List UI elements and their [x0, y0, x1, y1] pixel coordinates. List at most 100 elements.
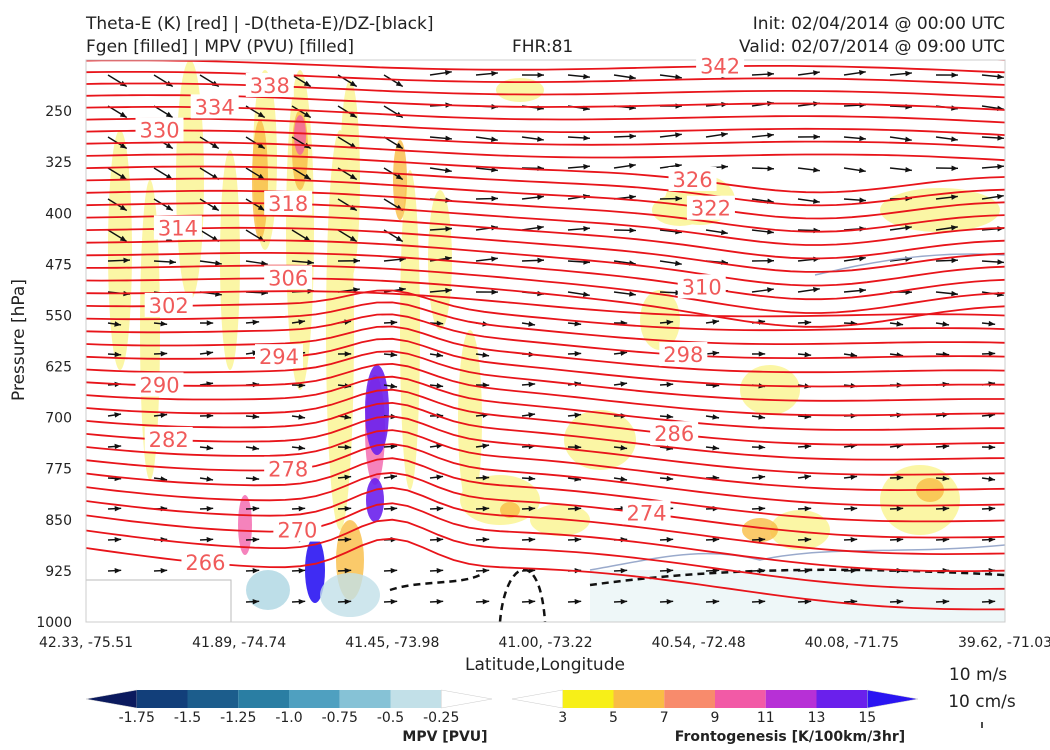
wind-vector-head: [804, 536, 812, 543]
dashed-contour: [389, 573, 481, 592]
wind-vector-head: [859, 287, 866, 294]
theta-e-contour-line: [86, 375, 1005, 431]
wind-vector-head: [344, 474, 352, 480]
wind-vector-head: [482, 505, 490, 512]
wind-vector-head: [482, 567, 490, 574]
wind-vector-head: [858, 70, 866, 76]
wind-vector-head: [390, 567, 398, 574]
wind-vector-head: [165, 111, 173, 118]
wind-vector-head: [436, 383, 444, 389]
wind-vector-head: [114, 505, 122, 512]
contour-label-background: [153, 215, 202, 240]
wind-vector-head: [252, 319, 260, 326]
colorbar-tick-label: -1.25: [220, 710, 256, 726]
wind-vector-head: [712, 319, 720, 325]
wind-vector-head: [252, 598, 260, 605]
theta-e-contour-line: [86, 141, 1005, 162]
wind-vector-head: [951, 194, 958, 200]
colorbar-tick-label: 13: [808, 710, 826, 726]
wind-vector-head: [620, 598, 628, 605]
wind-vector-head: [491, 195, 498, 202]
colorbar-tick-label: 9: [711, 710, 720, 726]
y-tick-label: 325: [45, 155, 72, 171]
wind-vector-head: [804, 505, 812, 512]
wind-vector-head: [119, 142, 127, 149]
wind-vector-head: [528, 381, 536, 388]
theta-e-contour-line: [86, 37, 1005, 47]
wind-vector-head: [445, 287, 452, 294]
colorbar-cell: [562, 690, 614, 708]
wind-vector-head: [390, 443, 398, 450]
wind-vector-head: [436, 505, 444, 512]
wind-vector-head: [119, 204, 127, 211]
theta-e-contour-line: [86, 401, 1005, 461]
wind-vector-head: [988, 476, 996, 482]
field-blob: [320, 573, 380, 617]
wind-vector-head: [444, 70, 452, 76]
y-tick-label: 625: [45, 360, 72, 376]
wind-vector-head: [114, 321, 122, 327]
theta-e-contour-line: [86, 82, 1005, 99]
y-tick-label: 475: [45, 257, 72, 273]
wind-vector-head: [988, 505, 996, 512]
wind-vector-head: [666, 536, 674, 543]
dashed-contour: [498, 568, 547, 622]
wind-vector-head: [813, 134, 820, 140]
wind-vector-head: [169, 259, 176, 265]
wind-vector-head: [114, 412, 122, 418]
wind-vector-head: [758, 505, 766, 512]
wind-vector-head: [675, 132, 682, 138]
contour-label-background: [254, 344, 303, 369]
theta-e-contour-line: [86, 443, 1005, 507]
colorbar-cell: [238, 690, 289, 708]
y-tick-label: 550: [45, 308, 72, 324]
colorbar-cell: [289, 690, 340, 708]
wind-vector-head: [123, 257, 130, 264]
wind-vector-head: [712, 414, 720, 420]
wind-vector-head: [813, 167, 820, 173]
wind-vector-head: [257, 173, 265, 180]
wind-vector-head: [390, 505, 398, 512]
wind-vector-head: [298, 598, 306, 605]
wind-vector-head: [951, 72, 958, 78]
contour-label-background: [686, 195, 735, 220]
wind-vector-head: [859, 135, 866, 142]
wind-vector-head: [988, 350, 996, 357]
wind-vector-head: [767, 287, 774, 293]
wind-vector-head: [896, 598, 904, 605]
wind-vector-head: [620, 381, 628, 387]
contour-label-background: [264, 456, 313, 481]
wind-vector-head: [395, 142, 403, 149]
plot-frame: [85, 59, 1006, 623]
wind-vector-head: [721, 164, 728, 170]
wind-vector-head: [257, 142, 265, 149]
theta-e-contour-line: [86, 289, 1005, 332]
x-axis-label: Latitude,Longitude: [465, 655, 625, 675]
wind-vector-head: [528, 412, 536, 418]
wind-vector-head: [528, 598, 536, 605]
wind-vector-head: [390, 319, 398, 326]
contour-label-background: [190, 94, 239, 119]
wind-vector-head: [666, 475, 674, 482]
wind-vector-head: [858, 255, 866, 262]
title-left-2: Fgen [filled] | MPV (PVU) [filled]: [86, 37, 355, 57]
wind-vector-head: [942, 321, 950, 327]
theta-e-contour-line: [86, 165, 1005, 207]
wind-vector-head: [767, 71, 774, 77]
fgen-colorbar-title: Frontogenesis [K/100km/3hr]: [675, 729, 905, 745]
wind-vector-head: [114, 536, 122, 543]
wind-vector-head: [349, 204, 357, 211]
theta-e-contour-line: [86, 471, 1005, 539]
theta-e-contour-label: 278: [268, 458, 308, 482]
colorbar-cell: [390, 690, 442, 708]
colorbar-cell: [441, 689, 493, 709]
wind-vector-head: [349, 111, 357, 118]
mpv-colorbar-title: MPV [PVU]: [402, 729, 487, 745]
theta-e-contour-label: 330: [139, 119, 179, 143]
theta-e-contour-label: 298: [663, 343, 703, 367]
wind-vector-head: [395, 235, 403, 242]
wind-vector-head: [712, 445, 720, 451]
contour-label-background: [245, 72, 294, 97]
theta-e-contour-label: 326: [672, 168, 712, 192]
theta-e-contour-line: [86, 202, 1005, 246]
